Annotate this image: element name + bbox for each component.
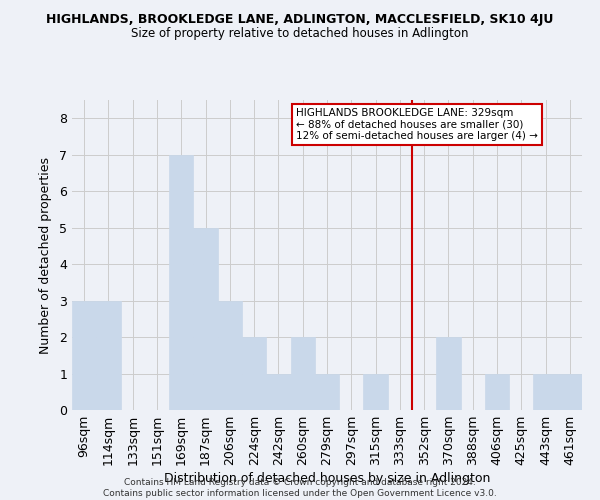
Bar bbox=[558, 374, 582, 410]
Bar bbox=[315, 374, 339, 410]
Bar bbox=[364, 374, 388, 410]
Bar bbox=[72, 300, 96, 410]
Bar bbox=[290, 337, 315, 410]
Y-axis label: Number of detached properties: Number of detached properties bbox=[39, 156, 52, 354]
Bar bbox=[266, 374, 290, 410]
Bar bbox=[193, 228, 218, 410]
Bar bbox=[169, 154, 193, 410]
Bar bbox=[218, 300, 242, 410]
Text: Size of property relative to detached houses in Adlington: Size of property relative to detached ho… bbox=[131, 28, 469, 40]
Bar bbox=[485, 374, 509, 410]
Bar bbox=[533, 374, 558, 410]
X-axis label: Distribution of detached houses by size in Adlington: Distribution of detached houses by size … bbox=[164, 472, 490, 486]
Bar bbox=[96, 300, 121, 410]
Bar bbox=[242, 337, 266, 410]
Text: Contains HM Land Registry data © Crown copyright and database right 2024.
Contai: Contains HM Land Registry data © Crown c… bbox=[103, 478, 497, 498]
Text: HIGHLANDS BROOKLEDGE LANE: 329sqm
← 88% of detached houses are smaller (30)
12% : HIGHLANDS BROOKLEDGE LANE: 329sqm ← 88% … bbox=[296, 108, 538, 141]
Text: HIGHLANDS, BROOKLEDGE LANE, ADLINGTON, MACCLESFIELD, SK10 4JU: HIGHLANDS, BROOKLEDGE LANE, ADLINGTON, M… bbox=[46, 12, 554, 26]
Bar bbox=[436, 337, 461, 410]
